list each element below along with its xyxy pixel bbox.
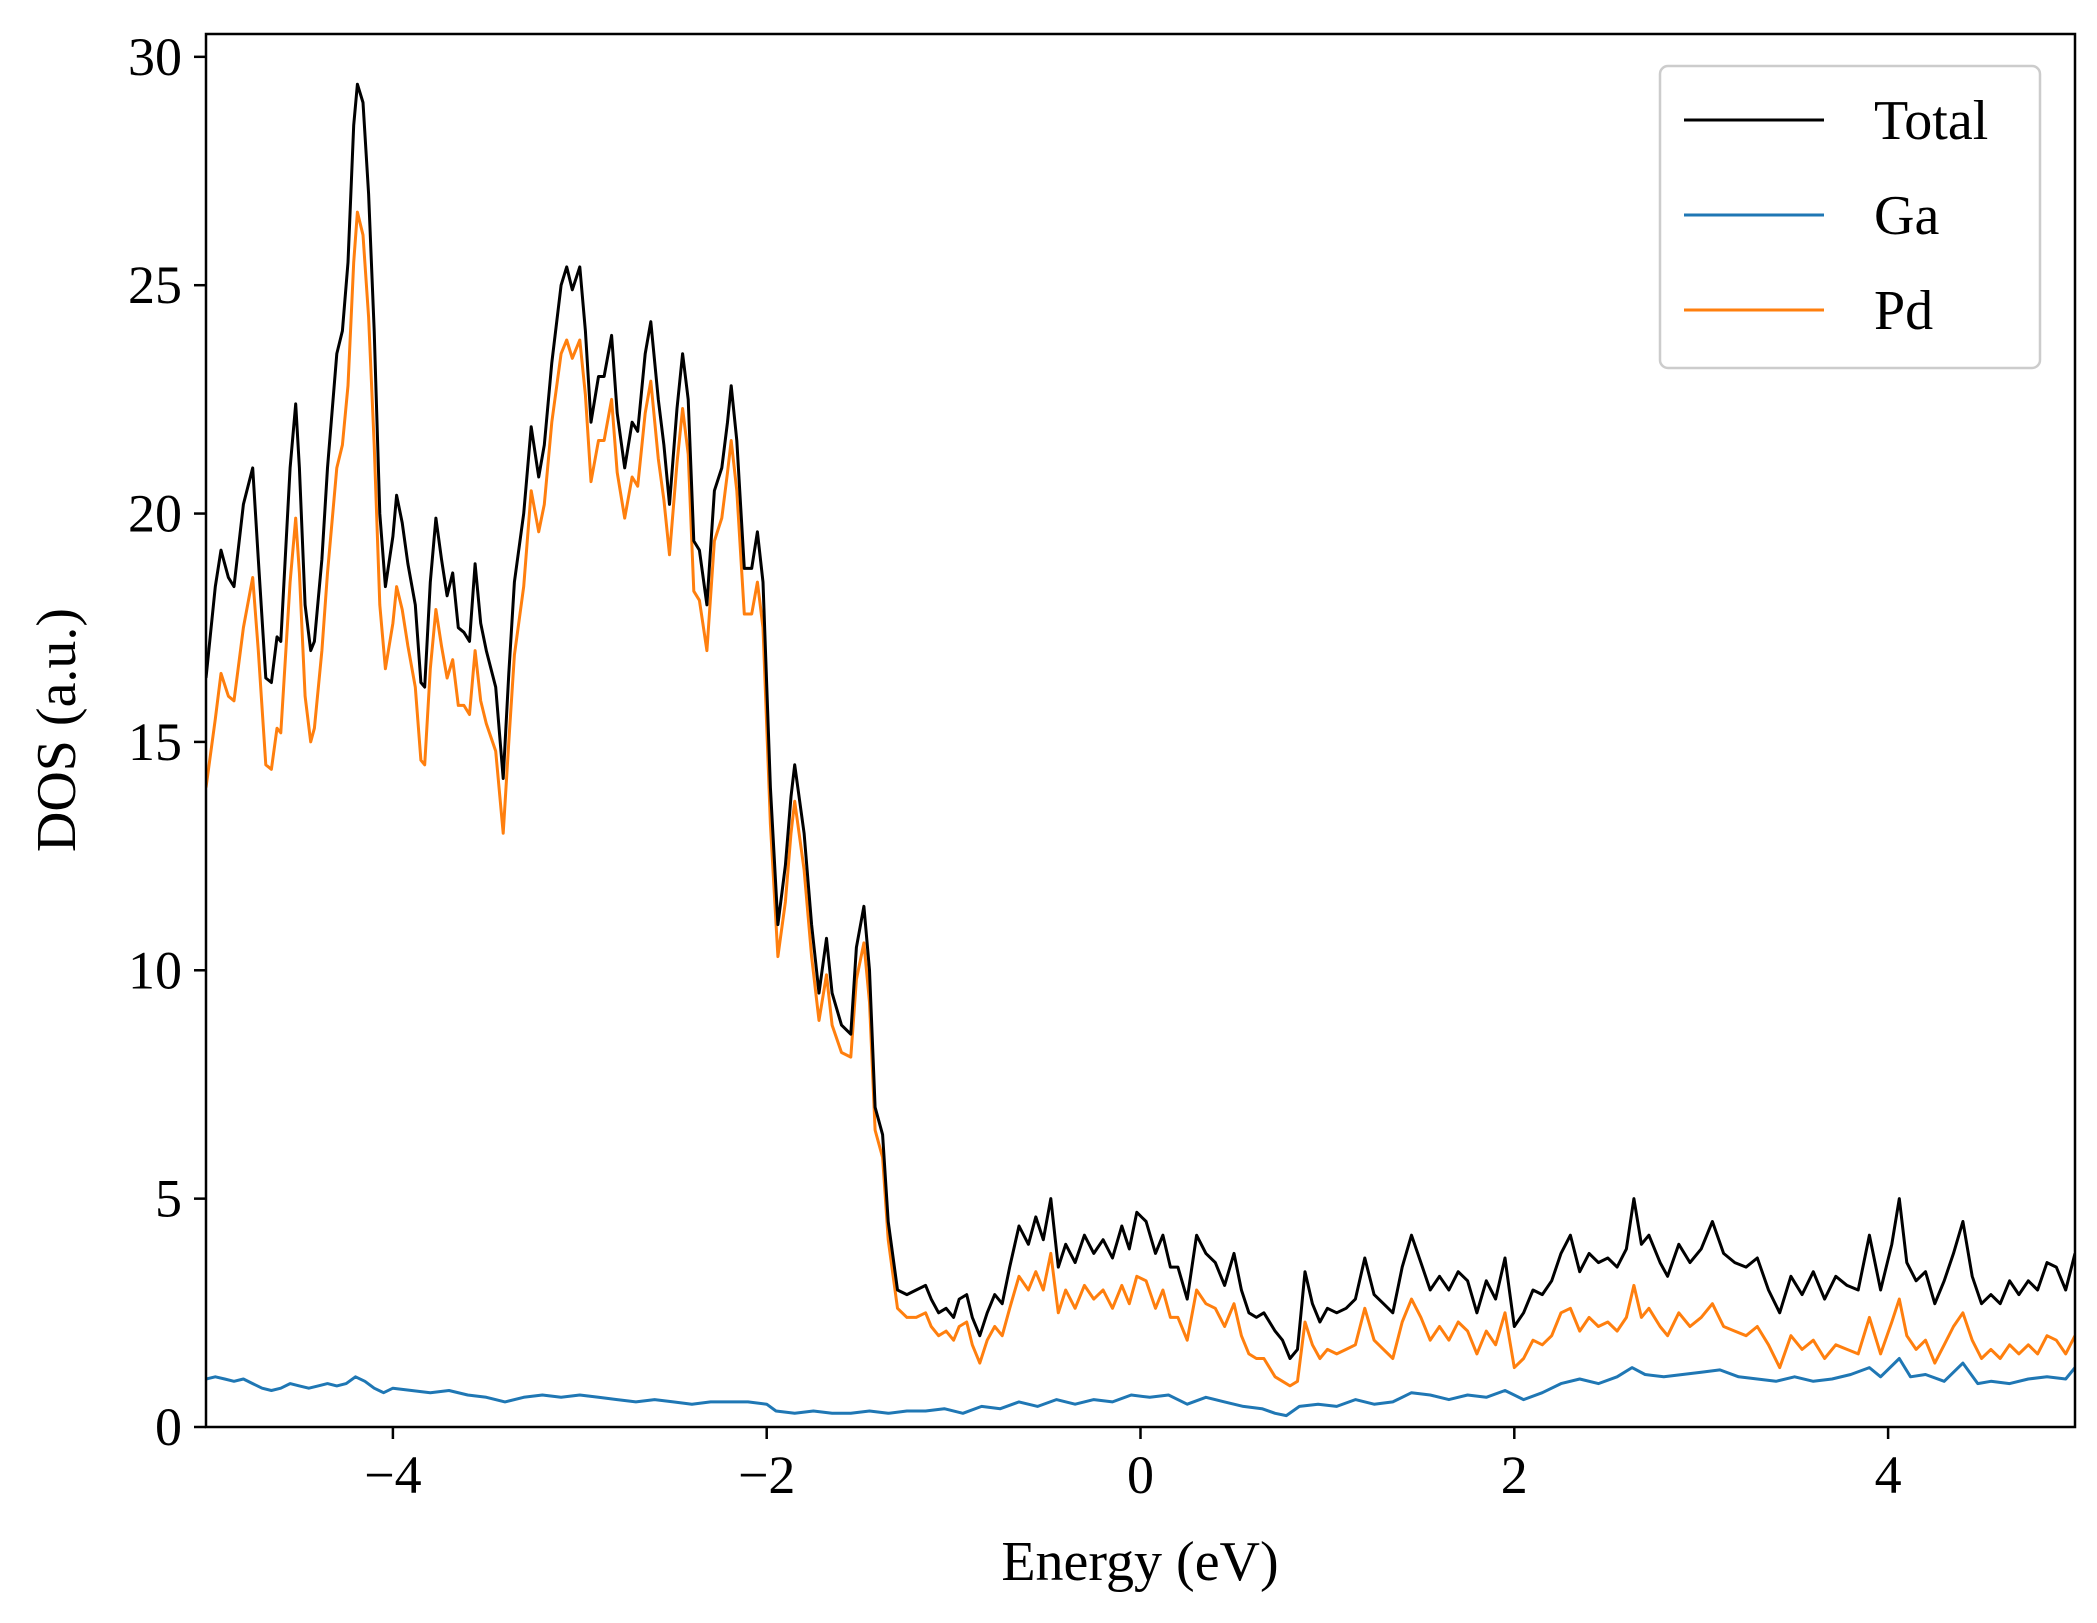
y-tick-label: 15 bbox=[128, 712, 182, 772]
y-axis-label: DOS (a.u.) bbox=[26, 608, 88, 852]
legend-label-pd: Pd bbox=[1874, 280, 1933, 342]
y-tick-label: 5 bbox=[155, 1169, 182, 1229]
legend-box bbox=[1658, 64, 2042, 370]
series-line-pd bbox=[206, 210, 2075, 1388]
x-tick-label: −2 bbox=[738, 1445, 795, 1505]
x-tick-label: −4 bbox=[364, 1445, 421, 1505]
y-tick-label: 0 bbox=[155, 1397, 182, 1457]
series-line-ga bbox=[206, 1357, 2075, 1418]
x-tick-label: 0 bbox=[1127, 1445, 1154, 1505]
legend: Total Ga Pd bbox=[1658, 64, 2042, 370]
y-tick-label: 20 bbox=[128, 484, 182, 544]
x-tick-label: 4 bbox=[1875, 1445, 1902, 1505]
x-axis-label: Energy (eV) bbox=[1001, 1531, 1278, 1593]
series-line-total bbox=[206, 82, 2075, 1360]
legend-label-total: Total bbox=[1874, 90, 1988, 152]
x-axis-ticks: −4 −2 0 2 4 bbox=[364, 1427, 1902, 1505]
y-tick-label: 10 bbox=[128, 940, 182, 1000]
y-tick-label: 30 bbox=[128, 27, 182, 87]
y-tick-label: 25 bbox=[128, 255, 182, 315]
y-axis-ticks: 0 5 10 15 20 25 30 bbox=[128, 27, 206, 1457]
series-layer bbox=[206, 82, 2075, 1418]
x-tick-label: 2 bbox=[1501, 1445, 1528, 1505]
legend-label-ga: Ga bbox=[1874, 185, 1939, 247]
